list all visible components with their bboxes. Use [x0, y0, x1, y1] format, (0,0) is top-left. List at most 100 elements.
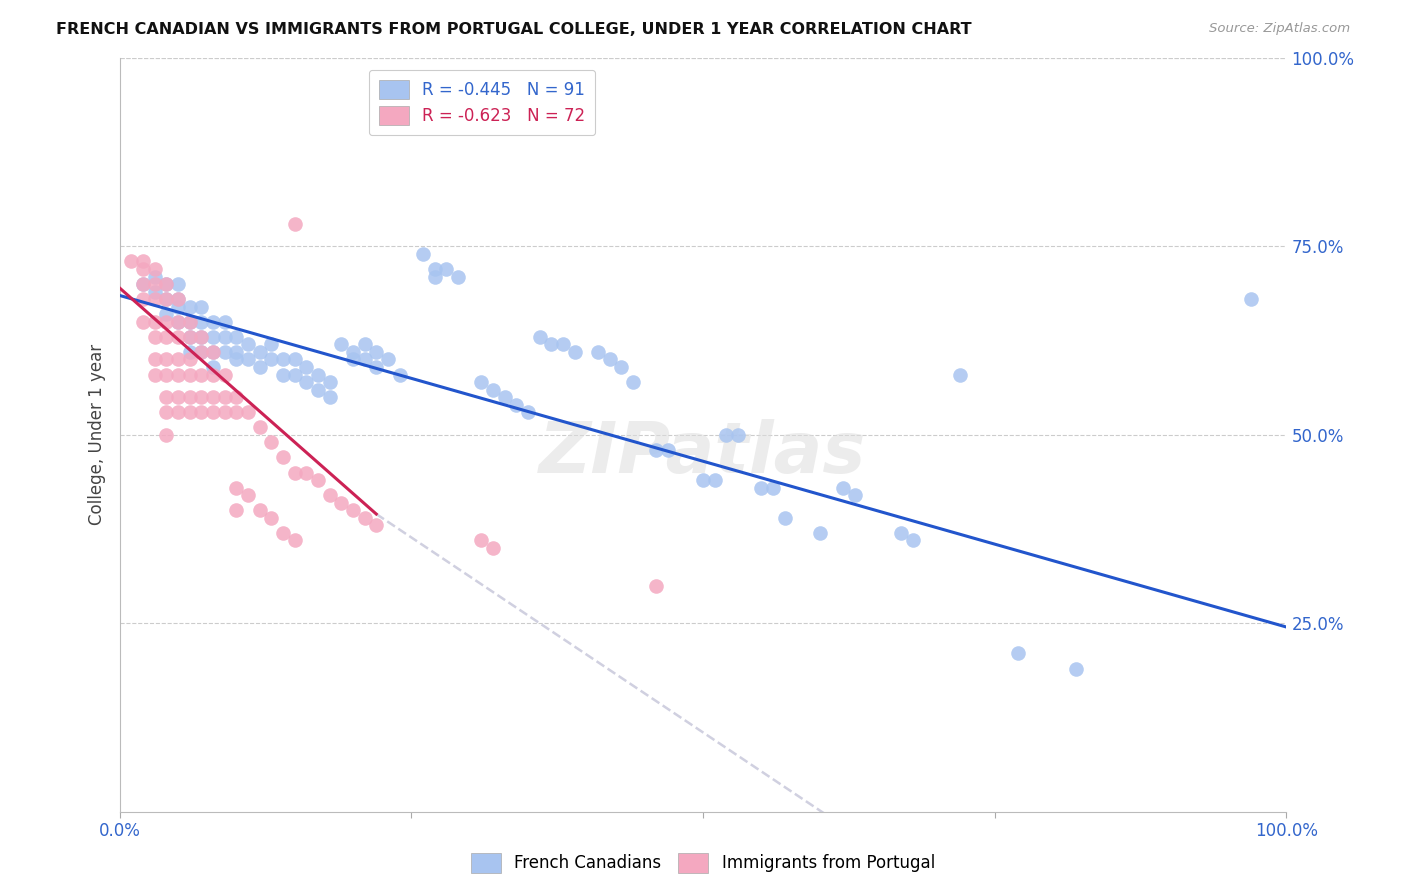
Point — [249, 345, 271, 359]
Point — [447, 269, 470, 284]
Point — [283, 466, 307, 480]
Point — [132, 315, 155, 329]
Point — [179, 405, 201, 419]
Point — [366, 518, 388, 533]
Point — [283, 217, 307, 231]
Point — [155, 428, 177, 442]
Point — [201, 359, 224, 374]
Point — [470, 375, 492, 389]
Point — [143, 262, 166, 277]
Point — [166, 368, 188, 382]
Point — [271, 352, 294, 367]
Y-axis label: College, Under 1 year: College, Under 1 year — [87, 344, 105, 525]
Point — [201, 345, 224, 359]
Point — [249, 503, 271, 517]
Point — [179, 368, 201, 382]
Point — [330, 496, 353, 510]
Point — [190, 390, 212, 404]
Point — [342, 345, 364, 359]
Point — [529, 330, 551, 344]
Point — [214, 345, 236, 359]
Point — [214, 405, 236, 419]
Point — [551, 337, 574, 351]
Point — [645, 579, 668, 593]
Point — [610, 359, 633, 374]
Point — [190, 345, 212, 359]
Point — [283, 368, 307, 382]
Point — [318, 488, 340, 502]
Point — [318, 390, 340, 404]
Point — [482, 383, 505, 397]
Point — [190, 345, 212, 359]
Point — [155, 277, 177, 292]
Point — [271, 450, 294, 465]
Point — [366, 345, 388, 359]
Point — [214, 368, 236, 382]
Point — [190, 405, 212, 419]
Point — [201, 315, 224, 329]
Point — [295, 375, 318, 389]
Point — [307, 383, 329, 397]
Point — [155, 292, 177, 306]
Legend: R = -0.445   N = 91, R = -0.623   N = 72: R = -0.445 N = 91, R = -0.623 N = 72 — [368, 70, 596, 136]
Point — [166, 292, 188, 306]
Point — [225, 390, 247, 404]
Point — [225, 503, 247, 517]
Point — [388, 368, 411, 382]
Point — [353, 352, 375, 367]
Point — [236, 488, 259, 502]
Point — [179, 300, 201, 314]
Point — [166, 352, 188, 367]
Point — [423, 262, 446, 277]
Point — [283, 352, 307, 367]
Point — [751, 481, 773, 495]
Point — [412, 247, 434, 261]
Point — [621, 375, 644, 389]
Point — [155, 352, 177, 367]
Point — [166, 405, 188, 419]
Point — [166, 315, 188, 329]
Point — [155, 330, 177, 344]
Text: ZIPatlas: ZIPatlas — [540, 419, 866, 488]
Point — [423, 269, 446, 284]
Point — [179, 315, 201, 329]
Legend: French Canadians, Immigrants from Portugal: French Canadians, Immigrants from Portug… — [464, 847, 942, 880]
Text: Source: ZipAtlas.com: Source: ZipAtlas.com — [1209, 22, 1350, 36]
Point — [295, 359, 318, 374]
Point — [225, 352, 247, 367]
Point — [190, 330, 212, 344]
Point — [434, 262, 457, 277]
Point — [132, 254, 155, 268]
Point — [179, 330, 201, 344]
Point — [236, 337, 259, 351]
Point — [179, 330, 201, 344]
Point — [353, 337, 375, 351]
Point — [190, 330, 212, 344]
Point — [249, 359, 271, 374]
Point — [236, 405, 259, 419]
Point — [166, 315, 188, 329]
Point — [271, 525, 294, 540]
Point — [155, 390, 177, 404]
Point — [808, 525, 831, 540]
Point — [166, 390, 188, 404]
Point — [377, 352, 399, 367]
Point — [645, 442, 668, 457]
Point — [190, 300, 212, 314]
Point — [143, 352, 166, 367]
Point — [190, 368, 212, 382]
Point — [143, 368, 166, 382]
Point — [166, 277, 188, 292]
Point — [505, 398, 527, 412]
Point — [132, 292, 155, 306]
Point — [494, 390, 516, 404]
Point — [727, 428, 749, 442]
Point — [143, 285, 166, 299]
Point — [225, 345, 247, 359]
Point — [657, 442, 679, 457]
Point — [586, 345, 609, 359]
Point — [1066, 661, 1088, 675]
Point — [166, 330, 188, 344]
Point — [307, 368, 329, 382]
Point — [832, 481, 855, 495]
